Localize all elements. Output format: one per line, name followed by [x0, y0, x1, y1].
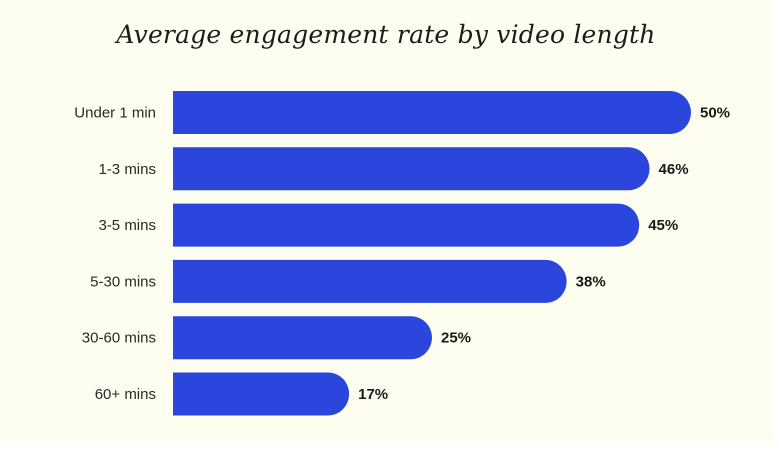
chart-card: Average engagement rate by video length … [0, 0, 772, 440]
value-label: 38% [576, 273, 606, 290]
bar [173, 203, 640, 247]
category-label: 60+ mins [95, 386, 156, 403]
value-label: 25% [441, 330, 471, 347]
category-label: Under 1 min [74, 105, 156, 122]
bar [173, 91, 691, 134]
bar [173, 372, 350, 416]
category-label: 30-60 mins [82, 330, 156, 347]
category-label: 5-30 mins [90, 273, 156, 290]
value-label: 50% [700, 105, 730, 122]
chart-title: Average engagement rate by video length [116, 20, 656, 49]
bar [173, 147, 650, 191]
category-label: 1-3 mins [98, 161, 156, 178]
value-label: 46% [659, 161, 689, 178]
bar [173, 259, 567, 303]
category-label: 3-5 mins [98, 217, 156, 234]
bar-chart: Under 1 min 50% 1-3 mins 46% 3-5 mins 45% 5-30… [74, 91, 730, 416]
bar [173, 316, 432, 360]
value-label: 45% [648, 217, 678, 234]
value-label: 17% [358, 386, 388, 403]
